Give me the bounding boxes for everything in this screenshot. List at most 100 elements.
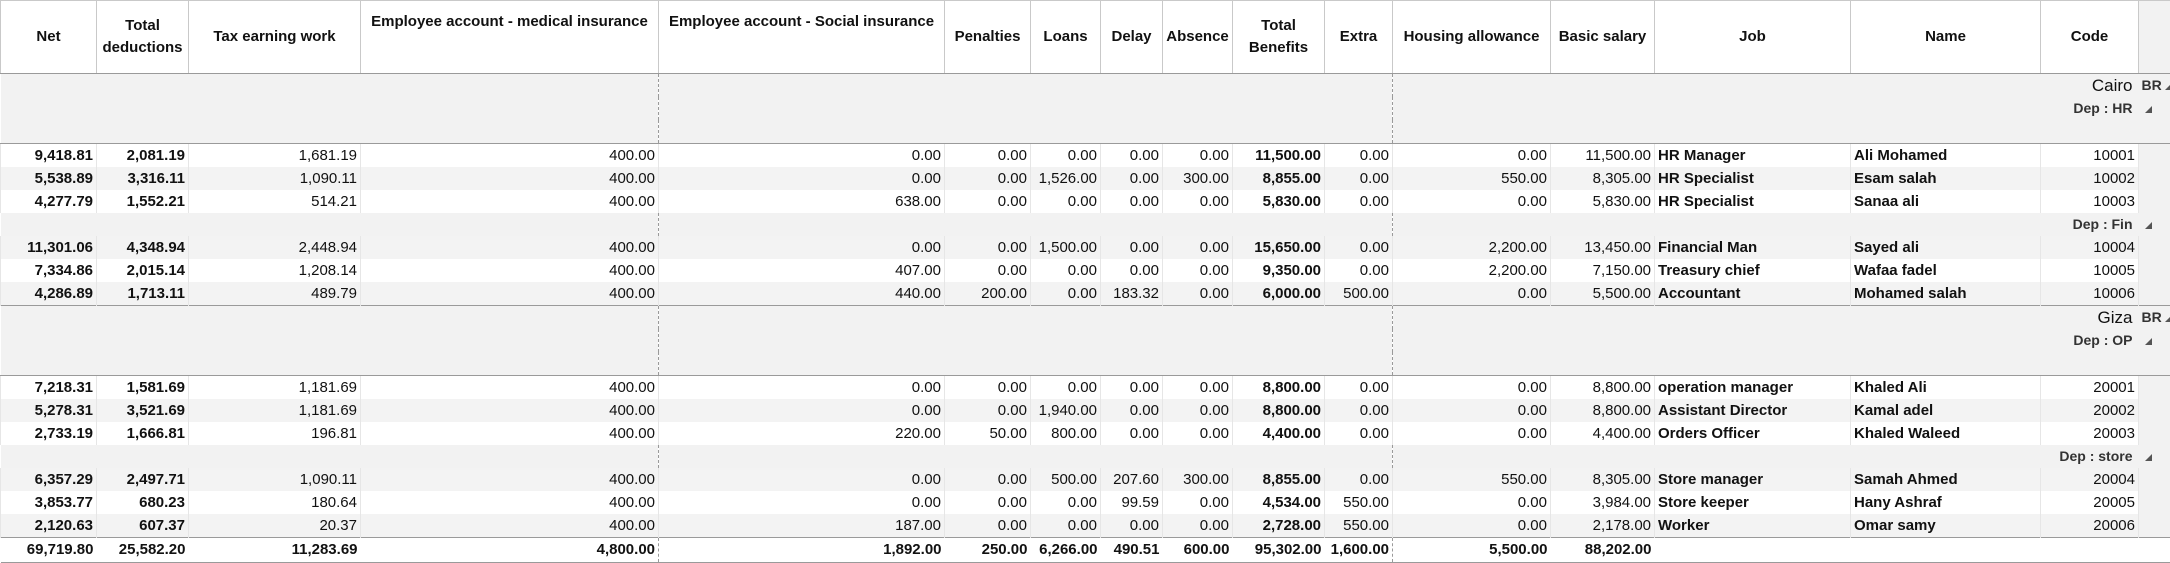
- triangle-corner-icon: [2145, 338, 2152, 345]
- cell-delay: 0.00: [1101, 376, 1163, 400]
- empty-cell: [1655, 538, 1851, 563]
- branch-toggle[interactable]: BR: [2139, 74, 2170, 98]
- col-header-medical-insurance[interactable]: Employee account - medical insurance: [361, 1, 659, 74]
- empty-cell: [189, 352, 361, 376]
- empty-cell: [2041, 120, 2139, 144]
- cell-housing: 0.00: [1393, 190, 1551, 213]
- empty-cell: [945, 97, 1031, 120]
- cell-absence: 0.00: [1163, 144, 1233, 168]
- cell-loans: 1,526.00: [1031, 167, 1101, 190]
- total-net: 69,719.80: [1, 538, 97, 563]
- cell-total-benefits: 11,500.00: [1233, 144, 1325, 168]
- empty-cell: [1233, 213, 1325, 236]
- col-header-job[interactable]: Job: [1655, 1, 1851, 74]
- empty-cell: [2139, 120, 2170, 144]
- department-row[interactable]: Dep : Fin: [1, 213, 2170, 236]
- empty-cell: [1655, 74, 1851, 98]
- branch-tag: BR: [2142, 77, 2162, 93]
- empty-cell: [361, 213, 659, 236]
- cell-total-benefits: 8,800.00: [1233, 399, 1325, 422]
- col-header-penalties[interactable]: Penalties: [945, 1, 1031, 74]
- empty-cell: [659, 213, 945, 236]
- empty-cell: [1233, 97, 1325, 120]
- col-header-housing-allowance[interactable]: Housing allowance: [1393, 1, 1551, 74]
- cell-job: Treasury chief: [1655, 259, 1851, 282]
- department-row[interactable]: Dep : HR: [1, 97, 2170, 120]
- empty-cell: [1031, 74, 1101, 98]
- branch-toggle[interactable]: BR: [2139, 306, 2170, 330]
- col-header-loans[interactable]: Loans: [1031, 1, 1101, 74]
- cell-extra: 0.00: [1325, 259, 1393, 282]
- empty-cell: [97, 329, 189, 352]
- cell-housing: 2,200.00: [1393, 259, 1551, 282]
- empty-cell: [1551, 352, 1655, 376]
- col-header-basic-salary[interactable]: Basic salary: [1551, 1, 1655, 74]
- group-spacer-row: [1, 120, 2170, 144]
- cell-job: Orders Officer: [1655, 422, 1851, 445]
- cell-job: Store keeper: [1655, 491, 1851, 514]
- department-toggle[interactable]: [2139, 97, 2170, 120]
- empty-cell: [1163, 329, 1233, 352]
- cell-absence: 0.00: [1163, 236, 1233, 259]
- cell-loans: 0.00: [1031, 491, 1101, 514]
- empty-cell: [1851, 352, 2041, 376]
- cell-penalties: 200.00: [945, 282, 1031, 306]
- triangle-corner-icon: [2145, 222, 2152, 229]
- empty-cell: [1325, 445, 1393, 468]
- col-header-delay[interactable]: Delay: [1101, 1, 1163, 74]
- empty-cell: [1655, 445, 1851, 468]
- col-header-net[interactable]: Net: [1, 1, 97, 74]
- empty-cell: [1163, 120, 1233, 144]
- empty-cell: [2139, 538, 2170, 563]
- col-header-tax-earning-work[interactable]: Tax earning work: [189, 1, 361, 74]
- cell-job: operation manager: [1655, 376, 1851, 400]
- empty-cell: [1851, 213, 2041, 236]
- empty-cell: [97, 120, 189, 144]
- empty-cell: [361, 306, 659, 330]
- cell-extra: 0.00: [1325, 376, 1393, 400]
- empty-cell: [2139, 514, 2170, 538]
- department-name: Dep : Fin: [2041, 213, 2139, 236]
- empty-cell: [1031, 306, 1101, 330]
- cell-loans: 800.00: [1031, 422, 1101, 445]
- cell-basic: 11,500.00: [1551, 144, 1655, 168]
- empty-cell: [189, 213, 361, 236]
- cell-code: 10004: [2041, 236, 2139, 259]
- col-header-code[interactable]: Code: [2041, 1, 2139, 74]
- department-toggle[interactable]: [2139, 213, 2170, 236]
- department-row[interactable]: Dep : store: [1, 445, 2170, 468]
- cell-penalties: 0.00: [945, 259, 1031, 282]
- department-toggle[interactable]: [2139, 445, 2170, 468]
- empty-cell: [1551, 97, 1655, 120]
- empty-cell: [1655, 120, 1851, 144]
- cell-basic: 4,400.00: [1551, 422, 1655, 445]
- cell-delay: 183.32: [1101, 282, 1163, 306]
- col-header-extra[interactable]: Extra: [1325, 1, 1393, 74]
- department-row[interactable]: Dep : OP: [1, 329, 2170, 352]
- col-header-social-insurance[interactable]: Employee account - Social insurance: [659, 1, 945, 74]
- cell-loans: 0.00: [1031, 376, 1101, 400]
- col-header-absence[interactable]: Absence: [1163, 1, 1233, 74]
- cell-delay: 0.00: [1101, 167, 1163, 190]
- col-header-name[interactable]: Name: [1851, 1, 2041, 74]
- cell-net: 3,853.77: [1, 491, 97, 514]
- department-toggle[interactable]: [2139, 329, 2170, 352]
